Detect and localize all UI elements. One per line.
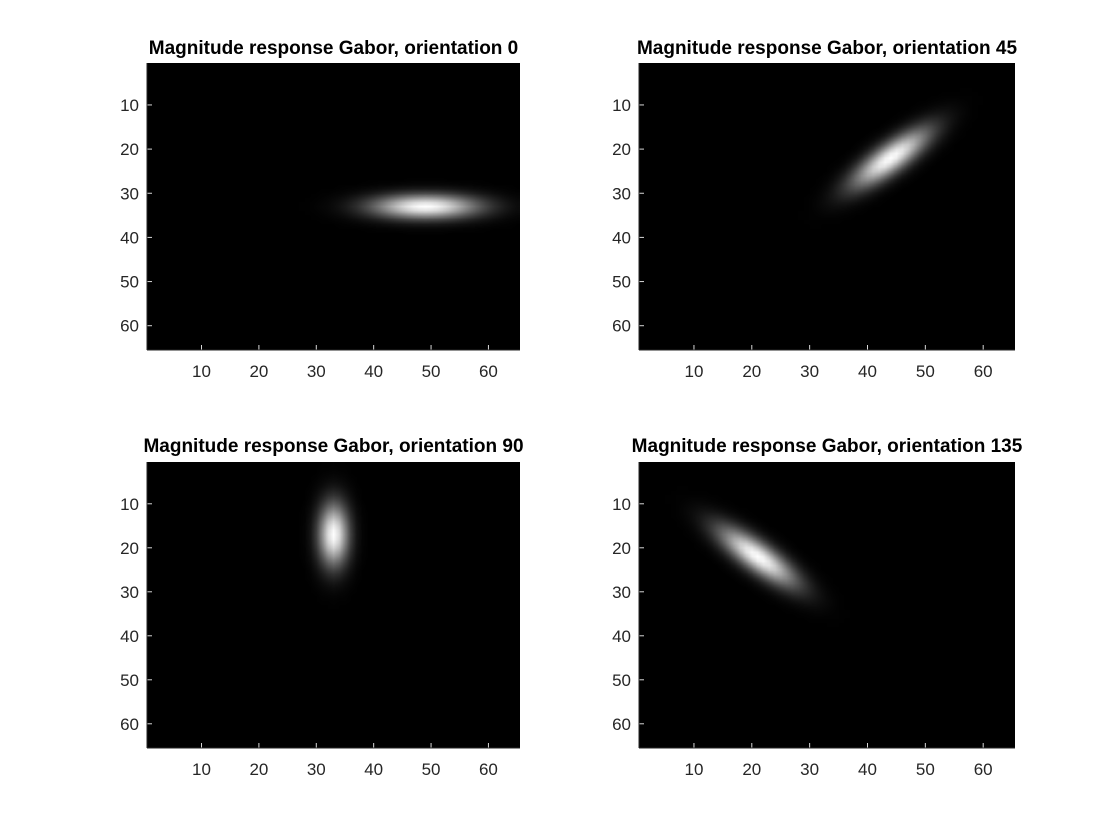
y-tick-label: 10 xyxy=(120,96,139,115)
subplot-title: Magnitude response Gabor, orientation 90 xyxy=(143,436,523,457)
x-tick-label: 20 xyxy=(249,760,268,779)
y-tick-label: 40 xyxy=(612,627,631,646)
subplot-title: Magnitude response Gabor, orientation 0 xyxy=(149,38,519,59)
y-tick-label: 40 xyxy=(612,228,631,247)
y-tick-label: 60 xyxy=(612,715,631,734)
subplot-title: Magnitude response Gabor, orientation 13… xyxy=(632,436,1023,457)
x-tick-group: 10 20 30 40 50 60 xyxy=(684,743,993,779)
y-tick-group: 10 20 30 40 50 60 xyxy=(612,495,644,734)
y-tick-label: 30 xyxy=(120,583,139,602)
x-tick-group: 10 20 30 40 50 60 xyxy=(192,345,498,381)
x-tick-label: 60 xyxy=(974,362,993,381)
y-tick-label: 60 xyxy=(612,317,631,336)
x-tick-label: 40 xyxy=(364,760,383,779)
y-tick-label: 30 xyxy=(612,583,631,602)
y-tick-group: 10 20 30 40 50 60 xyxy=(612,96,644,336)
x-tick-label: 10 xyxy=(192,362,211,381)
y-tick-label: 60 xyxy=(120,317,139,336)
x-tick-group: 10 20 30 40 50 60 xyxy=(684,345,993,381)
x-tick-label: 50 xyxy=(422,362,441,381)
x-tick-label: 40 xyxy=(364,362,383,381)
heatmap-image xyxy=(639,462,1015,748)
y-tick-group: 10 20 30 40 50 60 xyxy=(120,96,152,336)
heatmap-image xyxy=(147,462,520,748)
subplot-orientation-90: Magnitude response Gabor, orientation 90… xyxy=(120,436,523,779)
x-tick-label: 20 xyxy=(742,760,761,779)
x-tick-group: 10 20 30 40 50 60 xyxy=(192,743,498,779)
x-tick-label: 20 xyxy=(249,362,268,381)
x-tick-label: 50 xyxy=(422,760,441,779)
x-tick-label: 60 xyxy=(479,760,498,779)
y-tick-label: 60 xyxy=(120,715,139,734)
x-tick-label: 50 xyxy=(916,362,935,381)
x-tick-label: 20 xyxy=(742,362,761,381)
y-tick-label: 30 xyxy=(120,184,139,203)
x-tick-label: 30 xyxy=(800,362,819,381)
subplot-title: Magnitude response Gabor, orientation 45 xyxy=(637,38,1017,59)
heatmap-image xyxy=(147,63,520,350)
x-tick-label: 30 xyxy=(307,362,326,381)
y-tick-label: 10 xyxy=(612,495,631,514)
y-tick-label: 50 xyxy=(612,671,631,690)
heatmap-image xyxy=(639,63,1015,350)
subplot-orientation-135: Magnitude response Gabor, orientation 13… xyxy=(612,436,1023,779)
x-tick-label: 30 xyxy=(800,760,819,779)
y-tick-label: 10 xyxy=(120,495,139,514)
x-tick-label: 40 xyxy=(858,362,877,381)
y-tick-label: 10 xyxy=(612,96,631,115)
y-tick-label: 20 xyxy=(612,539,631,558)
y-tick-label: 20 xyxy=(120,140,139,159)
y-tick-label: 40 xyxy=(120,627,139,646)
x-tick-label: 60 xyxy=(479,362,498,381)
x-tick-label: 40 xyxy=(858,760,877,779)
subplot-orientation-45: Magnitude response Gabor, orientation 45… xyxy=(612,38,1017,381)
x-tick-label: 10 xyxy=(684,362,703,381)
x-tick-label: 50 xyxy=(916,760,935,779)
x-tick-label: 30 xyxy=(307,760,326,779)
y-tick-label: 50 xyxy=(612,273,631,292)
y-tick-label: 40 xyxy=(120,228,139,247)
x-tick-label: 10 xyxy=(684,760,703,779)
y-tick-label: 50 xyxy=(120,671,139,690)
y-tick-label: 50 xyxy=(120,273,139,292)
x-tick-label: 10 xyxy=(192,760,211,779)
y-tick-label: 20 xyxy=(120,539,139,558)
y-tick-label: 20 xyxy=(612,140,631,159)
y-tick-label: 30 xyxy=(612,184,631,203)
x-tick-label: 60 xyxy=(974,760,993,779)
subplot-orientation-0: Magnitude response Gabor, orientation 0 … xyxy=(120,38,520,381)
y-tick-group: 10 20 30 40 50 60 xyxy=(120,495,152,734)
